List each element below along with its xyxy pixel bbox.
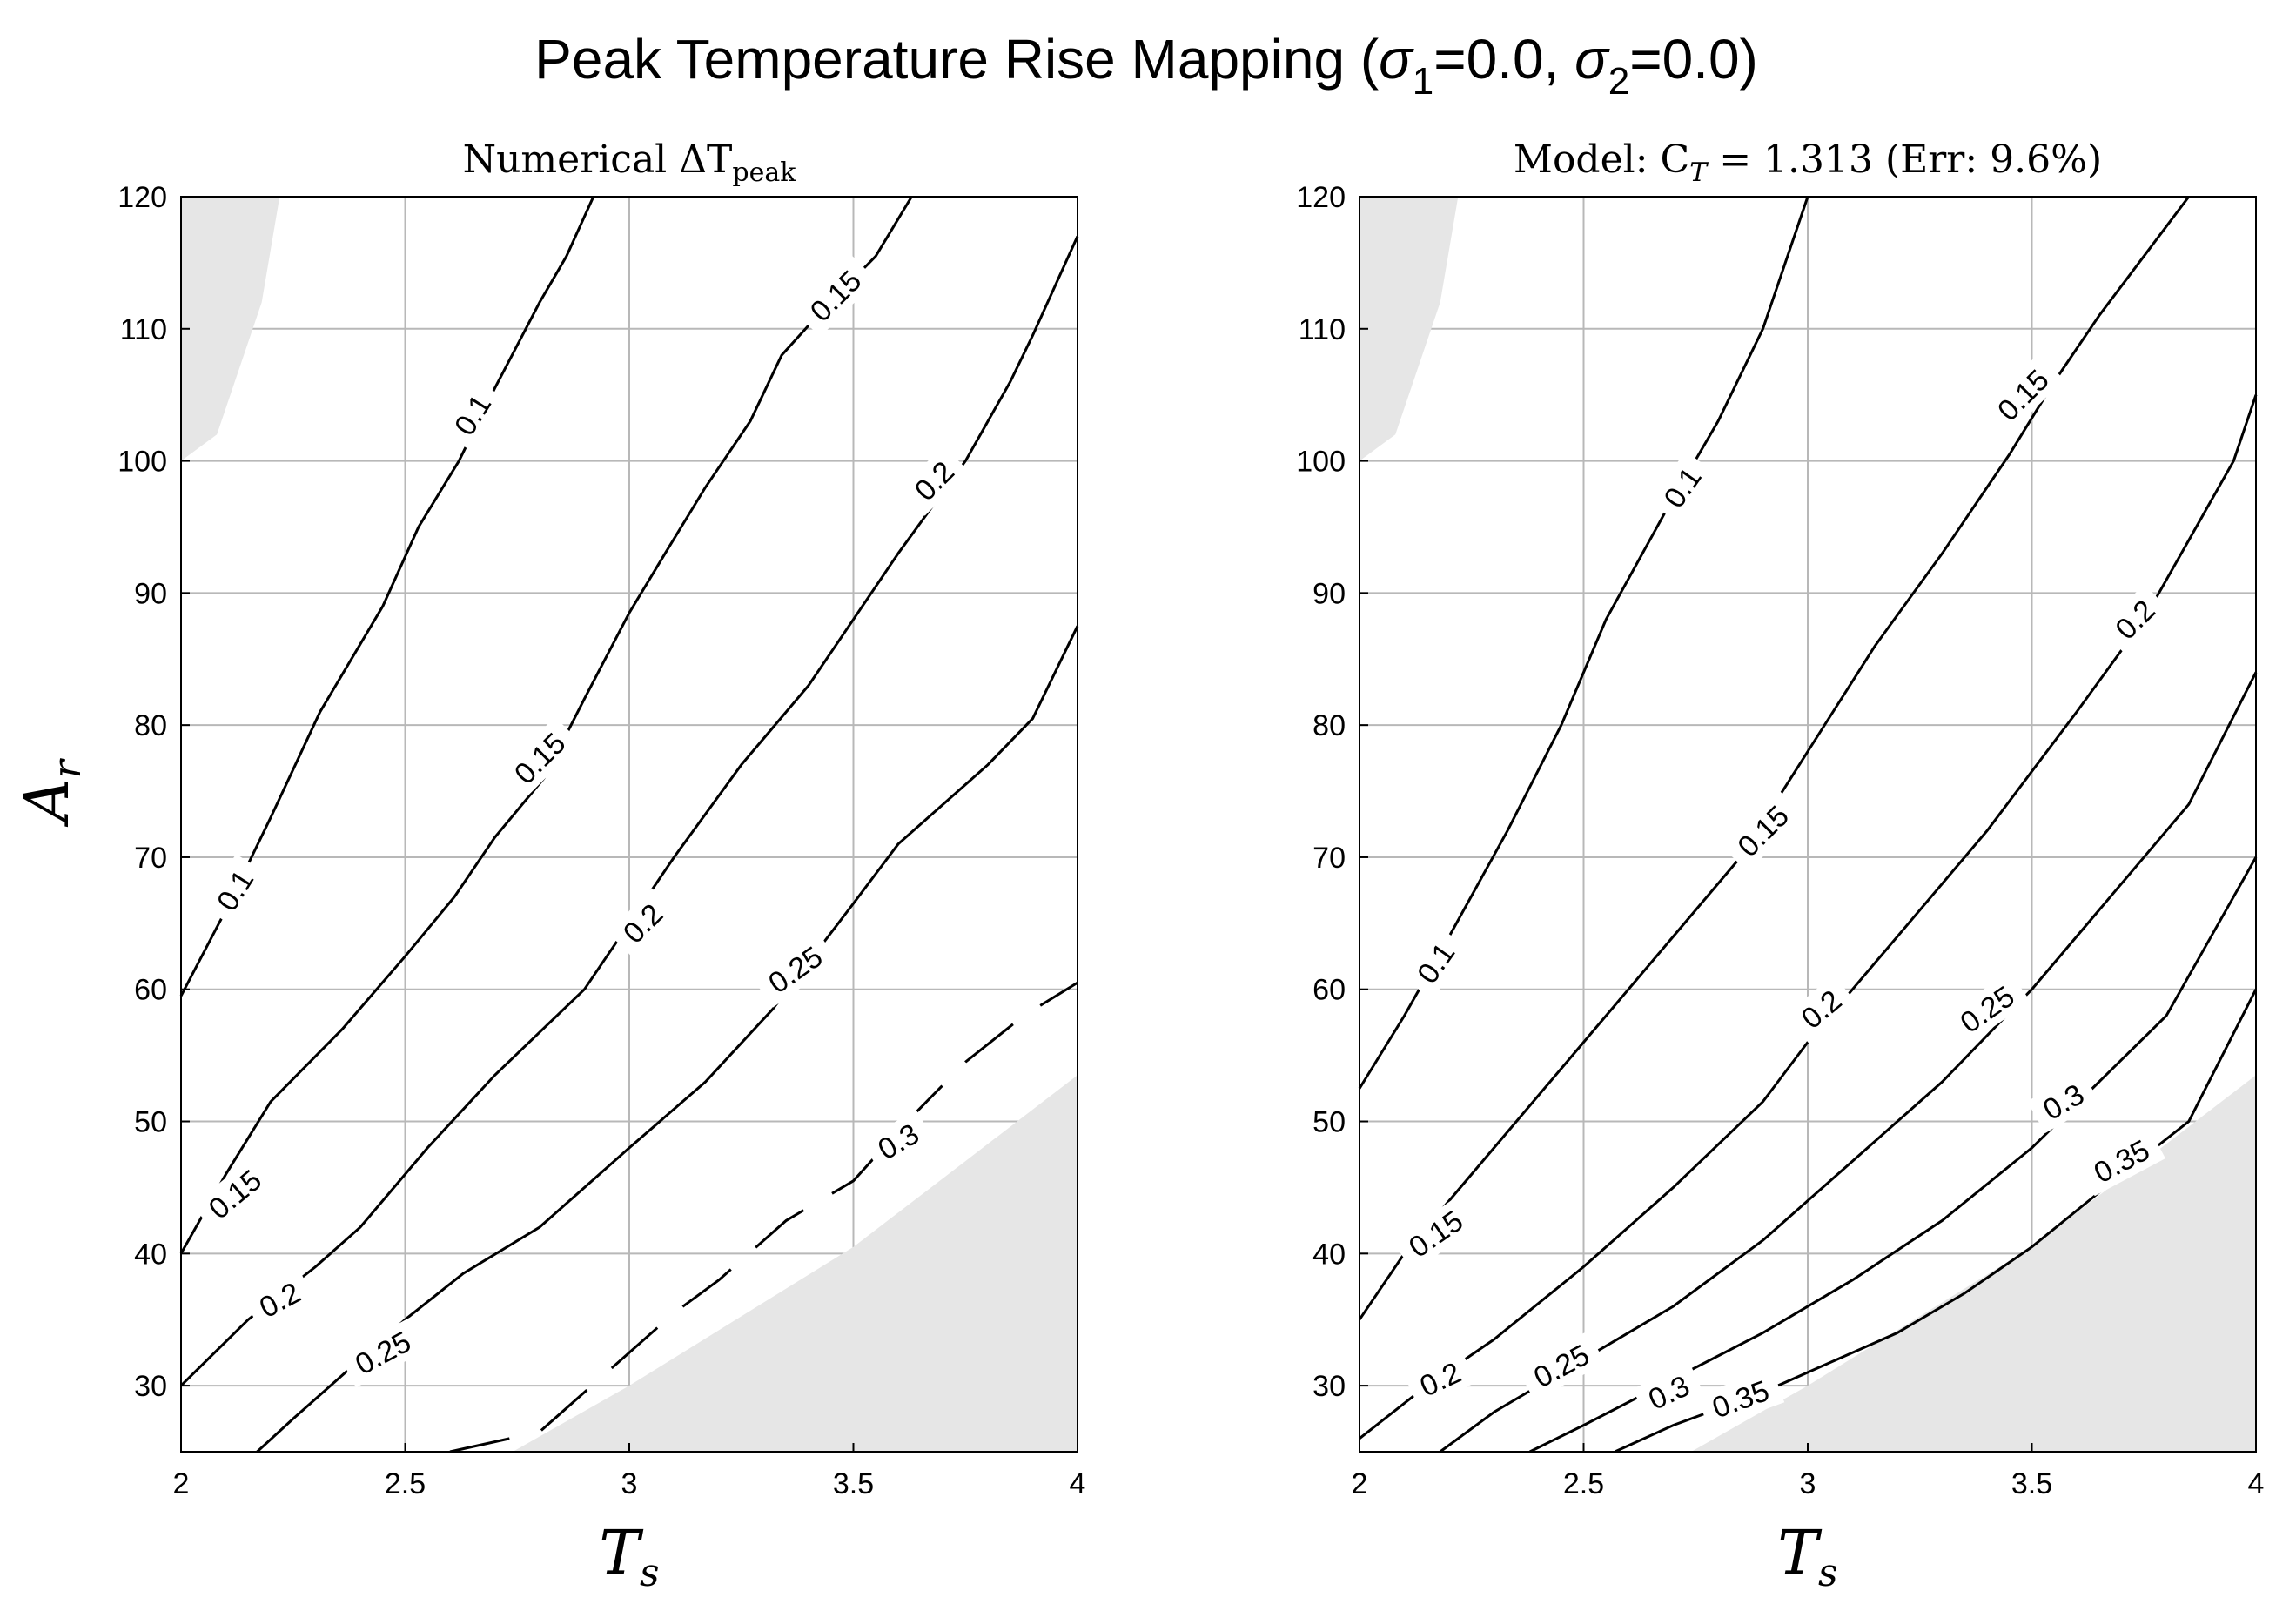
left-y-tick-label: 30 <box>134 1370 167 1403</box>
right-contour-line-0.3 <box>1529 856 2258 1453</box>
right-contour-label-background <box>1785 975 1857 1044</box>
left-y-tick-label: 70 <box>134 842 167 875</box>
sigma2-value: =0.0) <box>1629 28 1758 91</box>
right-contour-label-background <box>1696 1367 1785 1430</box>
left-contour-label-background <box>440 378 505 452</box>
right-contour-label-background <box>2078 1125 2165 1197</box>
left-y-tick-label: 40 <box>134 1238 167 1271</box>
right-x-tick-label: 2.5 <box>1563 1467 1604 1500</box>
left-masked-region-lower-right <box>513 1075 1078 1452</box>
left-contour-panel: 0.10.10.150.150.150.20.20.20.250.250.3 2… <box>11 138 1085 1595</box>
left-contour-label-background <box>243 1268 316 1331</box>
left-contour-line-0.2 <box>179 235 1079 1387</box>
figure-title: Peak Temperature Rise Mapping (σ1=0.0, σ… <box>534 28 1758 103</box>
right-x-tick-label: 3 <box>1800 1467 1816 1500</box>
left-panel-title: Numerical ΔTpeak <box>463 138 797 188</box>
right-masked-region-upper-left <box>1359 197 1459 461</box>
right-y-tick-label: 70 <box>1312 842 1346 875</box>
right-masked-regions <box>1359 197 2256 1452</box>
left-contour-lines <box>179 196 1079 1453</box>
right-contour-label-background <box>1632 1362 1705 1422</box>
right-x-tick-label: 3.5 <box>2011 1467 2052 1500</box>
right-contour-label-background <box>1392 1195 1480 1272</box>
right-y-tick-label: 30 <box>1312 1370 1346 1403</box>
left-masked-region-upper-left <box>181 197 280 461</box>
right-masked-region-lower-right <box>1691 1075 2256 1452</box>
right-contour-label-0.25: 0.25 <box>1944 970 2031 1048</box>
left-contour-line-0.3 <box>449 981 1078 1453</box>
right-contour-label-background <box>1404 1349 1477 1409</box>
right-contour-label-background <box>2026 1070 2100 1133</box>
left-tick-labels: 2 2.5 3 3.5 4 30 40 50 60 70 80 90 100 110 120 <box>117 181 1085 1500</box>
left-contour-label-background <box>794 254 877 338</box>
left-contour-label-background <box>202 854 267 927</box>
left-y-tick-label: 100 <box>117 446 167 479</box>
left-x-tick-label: 2 <box>173 1467 190 1500</box>
left-contour-line-0.25 <box>256 625 1079 1453</box>
left-contour-label-background <box>498 716 581 800</box>
left-contour-label-background <box>751 931 839 1008</box>
right-y-tick-label: 80 <box>1312 709 1346 742</box>
sigma1-subscript: 1 <box>1413 60 1433 103</box>
left-x-tick-label: 2.5 <box>385 1467 426 1500</box>
right-y-tick-label: 60 <box>1312 974 1346 1007</box>
left-x-tick-label: 3.5 <box>833 1467 874 1500</box>
left-y-tick-label: 60 <box>134 974 167 1007</box>
right-tick-labels: 2 2.5 3 3.5 4 30 40 50 60 70 80 90 100 110 120 <box>1296 181 2264 1500</box>
left-contour-label-background <box>898 445 970 516</box>
left-y-tick-label: 80 <box>134 709 167 742</box>
left-y-tick-label: 90 <box>134 577 167 610</box>
right-y-tick-label: 50 <box>1312 1106 1346 1139</box>
left-masked-regions <box>181 197 1078 1452</box>
left-x-tick-label: 4 <box>1070 1467 1086 1500</box>
right-y-tick-label: 40 <box>1312 1238 1346 1271</box>
right-contour-label-background <box>2099 584 2171 655</box>
right-contour-label-background <box>1944 970 2031 1048</box>
right-x-tick-label: 4 <box>2248 1467 2265 1500</box>
right-y-tick-label: 90 <box>1312 577 1346 610</box>
sigma2-symbol: σ <box>1574 28 1610 91</box>
left-title-subscript: peak <box>732 158 796 188</box>
sigma2-subscript: 2 <box>1608 60 1629 103</box>
sigma1-symbol: σ <box>1379 28 1414 91</box>
left-contour-label-background <box>192 1154 278 1234</box>
figure-title-prefix: Peak Temperature Rise Mapping ( <box>534 28 1379 91</box>
right-y-tick-label: 110 <box>1299 313 1346 346</box>
left-contour-line-0.1 <box>179 196 595 997</box>
right-contour-label-background <box>1402 926 1469 999</box>
right-x-tick-label: 2 <box>1352 1467 1368 1500</box>
left-y-tick-label: 110 <box>120 313 167 346</box>
left-x-tick-label: 3 <box>621 1467 638 1500</box>
left-contour-label-background <box>608 888 678 959</box>
left-contour-label-0.1: 0.1 <box>440 378 505 452</box>
sigma1-value: =0.0, <box>1433 28 1574 91</box>
right-contour-label-background <box>1722 789 1804 872</box>
left-contour-label-background <box>339 1318 427 1388</box>
y-axis-label: Ar <box>11 757 90 828</box>
left-y-tick-label: 50 <box>134 1106 167 1139</box>
right-contour-label-background <box>1517 1331 1606 1401</box>
right-contour-label-background <box>1648 451 1715 524</box>
right-panel-title: Model: CT = 1.313 (Err: 9.6%) <box>1514 138 2102 188</box>
right-contour-line-0.15 <box>1358 196 2190 1321</box>
left-title-main: Numerical ΔT <box>463 138 733 182</box>
right-y-tick-label: 120 <box>1296 181 1346 214</box>
right-x-axis-label: Ts <box>1777 1517 1837 1595</box>
left-contour-label-background <box>862 1110 935 1173</box>
left-y-tick-label: 120 <box>117 181 167 214</box>
left-contour-line-0.15 <box>179 196 913 1255</box>
right-contour-label-background <box>1981 353 2064 437</box>
left-x-axis-label: Ts <box>599 1517 659 1595</box>
right-contour-line-0.2 <box>1359 394 2258 1440</box>
right-y-tick-label: 100 <box>1296 446 1346 479</box>
